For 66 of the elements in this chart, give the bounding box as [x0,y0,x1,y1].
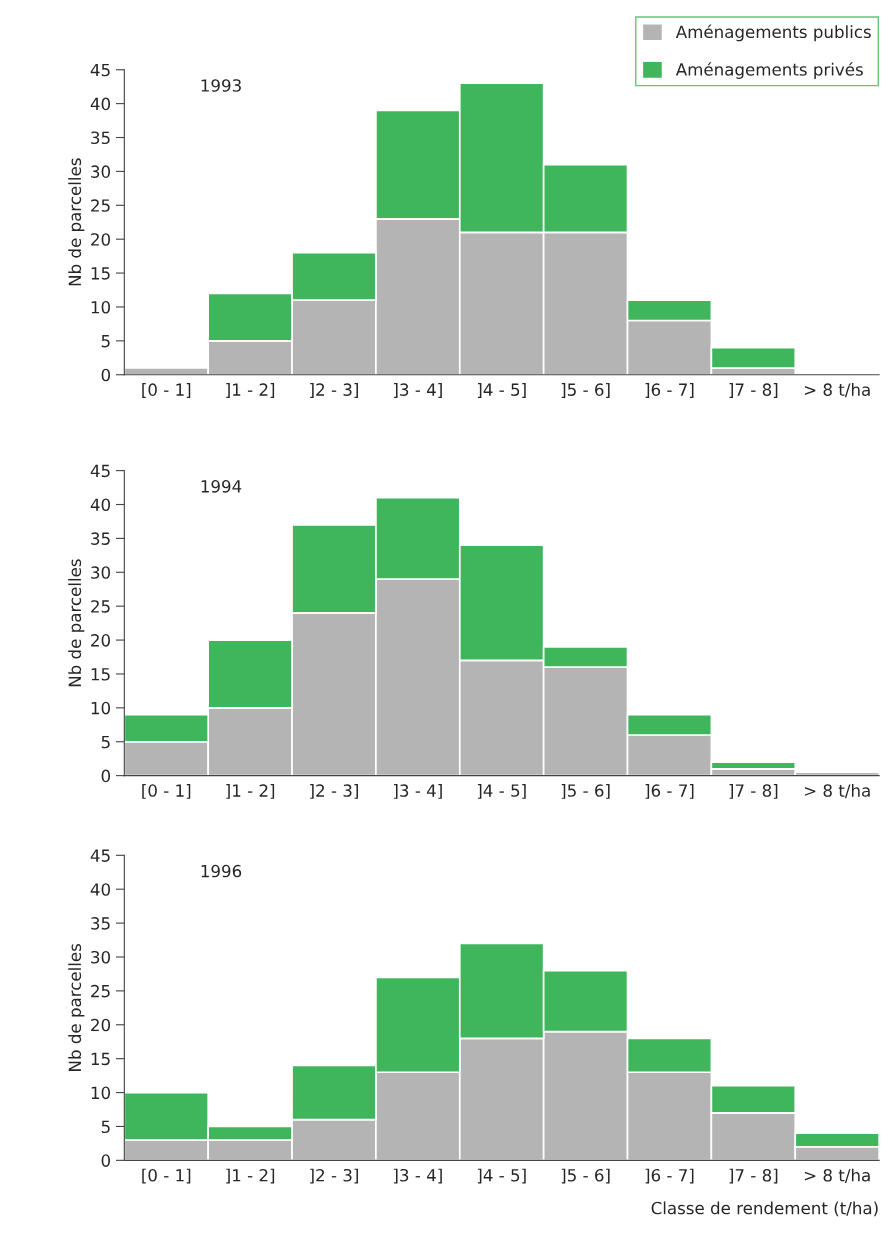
legend-label: Aménagements privés [675,62,863,79]
y-tick-label: 25 [91,199,110,212]
y-tick-label: 40 [90,97,111,111]
y-tick-label: 10 [91,300,111,314]
x-tick-label: ]1 - 2] [226,783,275,799]
y-tick-label: 35 [91,532,110,545]
y-tick-label: 45 [90,63,110,77]
x-tick-label: ]4 - 5] [477,383,526,398]
y-tick-label: 45 [90,464,110,478]
x-tick-label: > 8 t/ha [804,1168,870,1183]
y-tick-label: 45 [90,849,110,862]
x-tick-label: ]6 - 7] [645,383,694,398]
x-tick-label: ]2 - 3] [310,1168,358,1184]
y-tick-label: 20 [91,233,111,246]
x-tick-label: ]6 - 7] [645,783,694,799]
chart-title: 1993 [201,79,241,92]
x-tick-label: ]7 - 8] [729,783,778,799]
x-tick-label: ]2 - 3] [310,383,358,398]
y-tick-label: 10 [91,1086,111,1100]
x-tick-label: ]7 - 8] [729,1168,778,1184]
y-tick-label: 25 [91,600,110,613]
y-tick-label: 5 [101,1120,110,1134]
y-tick-label: 25 [91,984,110,998]
x-tick-label: ]3 - 4] [394,783,442,799]
x-axis-title: Classe de rendement (t/ha) [651,1201,878,1217]
y-tick-label: 35 [91,131,110,145]
y-tick-label: 15 [91,668,110,681]
x-tick-label: ]1 - 2] [226,383,275,398]
y-tick-label: 20 [91,1018,111,1032]
y-tick-label: 30 [91,950,111,964]
y-tick-label: 5 [101,335,110,348]
x-tick-label: ]3 - 4] [394,1168,442,1184]
legend-label: Aménagements publics [675,24,871,42]
x-tick-label: > 8 t/ha [804,383,870,398]
y-axis-title: Nb de parcelles [68,943,85,1071]
x-tick-label: ]5 - 6] [561,1168,610,1184]
y-tick-label: 40 [90,498,111,512]
x-tick-label: [0 - 1] [142,783,191,799]
y-axis-title: Nb de parcelles [68,158,85,286]
y-tick-label: 0 [101,368,111,382]
y-tick-label: 30 [91,165,111,178]
x-tick-label: ]5 - 6] [561,383,610,398]
y-axis-title: Nb de parcelles [68,559,85,687]
x-tick-label: ]5 - 6] [561,783,610,799]
y-tick-label: 15 [91,267,110,280]
x-tick-label: [0 - 1] [142,1168,191,1184]
y-tick-label: 20 [91,634,111,647]
y-tick-label: 15 [91,1052,110,1066]
chart-title: 1994 [201,480,242,493]
chart-title: 1996 [201,864,242,878]
x-tick-label: ]4 - 5] [477,1168,526,1184]
x-tick-label: ]4 - 5] [477,783,526,799]
y-tick-label: 40 [90,883,111,896]
x-tick-label: [0 - 1] [142,383,191,398]
y-tick-label: 30 [91,566,111,579]
x-tick-label: ]2 - 3] [310,783,358,799]
y-tick-label: 5 [101,735,110,749]
x-tick-label: > 8 t/ha [804,783,870,799]
y-tick-label: 0 [101,769,111,783]
x-tick-label: ]3 - 4] [394,383,442,398]
x-tick-label: ]1 - 2] [226,1168,275,1184]
y-tick-label: 35 [91,917,110,930]
y-tick-label: 10 [91,701,111,715]
x-tick-label: ]6 - 7] [645,1168,694,1184]
x-tick-label: ]7 - 8] [729,383,778,398]
y-tick-label: 0 [101,1154,111,1167]
